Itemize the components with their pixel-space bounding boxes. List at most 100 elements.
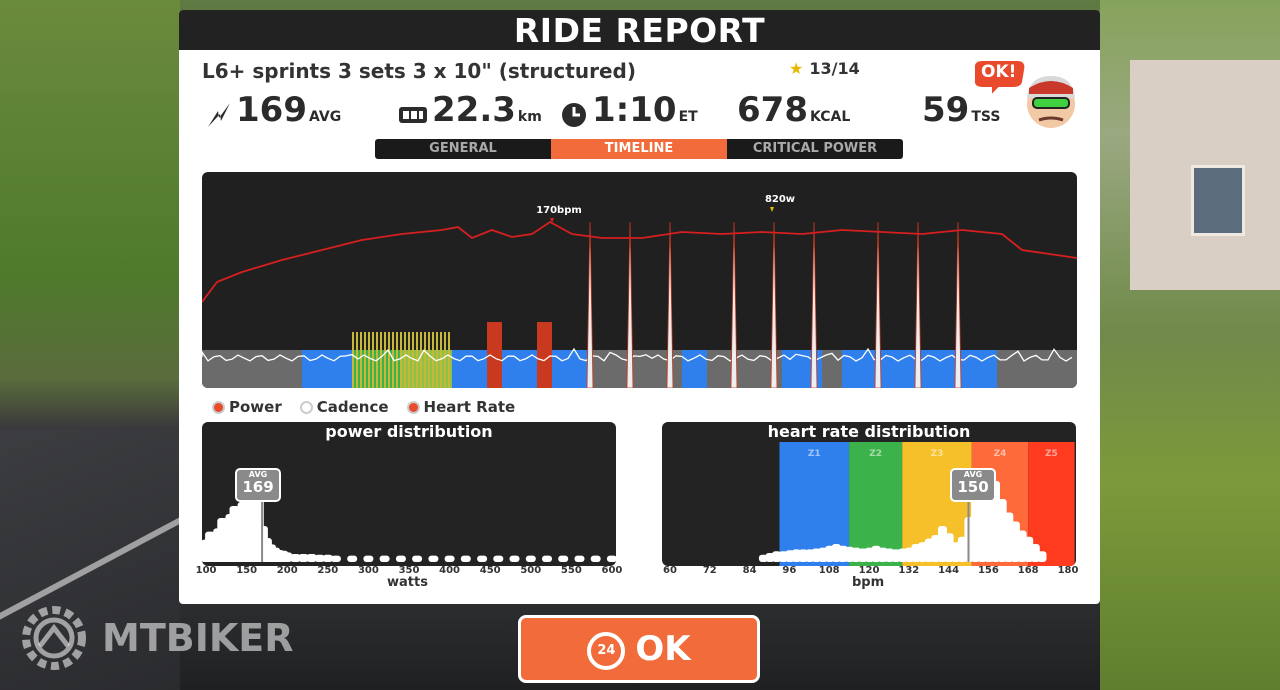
power-distribution-title: power distribution xyxy=(325,422,493,441)
clock-icon xyxy=(560,101,588,133)
timeline-stripe xyxy=(440,332,442,388)
power-dist-bar xyxy=(542,555,552,562)
stat-time: 1:10 ET xyxy=(560,90,698,133)
legend-power-dot xyxy=(212,401,225,414)
timeline-stripe xyxy=(360,332,362,388)
hr-tick-label: 108 xyxy=(818,565,840,576)
tab-timeline[interactable]: TIMELINE xyxy=(551,139,727,159)
heart-rate-line xyxy=(202,220,1077,303)
mascot-avatar: OK! xyxy=(969,58,1089,138)
power-tick-label: 450 xyxy=(479,565,501,576)
timeline-band xyxy=(402,350,452,388)
legend-heart-rate-label: Heart Rate xyxy=(423,398,516,416)
hr-zone-label: Z5 xyxy=(1045,449,1058,459)
tab-critical-power[interactable]: CRITICAL POWER xyxy=(752,141,878,156)
timeline-stripe xyxy=(404,332,406,388)
timeline-stripe xyxy=(380,332,382,388)
power-dist-bar xyxy=(298,554,309,562)
power-dist-bar xyxy=(509,555,520,562)
ok-button-label: OK xyxy=(635,629,691,669)
legend-heart-rate[interactable]: Heart Rate xyxy=(406,398,516,416)
ok-button[interactable]: 24 OK xyxy=(518,615,760,683)
stat-power-unit: AVG xyxy=(308,109,342,125)
power-tick-label: 200 xyxy=(276,565,298,576)
timeline-stripe xyxy=(428,332,430,388)
power-avg-value: 169 xyxy=(242,478,274,496)
power-dist-bar xyxy=(314,554,325,562)
power-dist-bar xyxy=(330,555,341,562)
rating-value: 13/14 xyxy=(809,59,860,78)
tab-general[interactable]: GENERAL xyxy=(429,141,497,156)
hr-peak-label: 170bpm xyxy=(536,205,582,216)
stat-distance-value: 22.3 xyxy=(432,90,516,130)
hr-tick-label: 156 xyxy=(977,565,999,576)
hr-peak-marker xyxy=(550,218,554,223)
power-dist-bar xyxy=(412,555,423,562)
stat-distance: 22.3 km xyxy=(398,90,542,130)
hr-distribution-title: heart rate distribution xyxy=(767,422,971,441)
legend-cadence[interactable]: Cadence xyxy=(299,398,389,416)
stat-calories-unit: KCAL xyxy=(809,109,851,125)
power-dist-bar xyxy=(347,555,358,562)
timeline-stripe xyxy=(388,332,390,388)
timeline-stripe xyxy=(356,332,358,388)
stat-time-value: 1:10 xyxy=(592,90,677,130)
timeline-stripe xyxy=(368,332,370,388)
watermark-text: MTBIKER xyxy=(102,616,294,660)
timeline-stripe xyxy=(420,332,422,388)
stat-calories-value: 678 xyxy=(737,90,808,130)
sprint-spike xyxy=(770,221,778,388)
stat-calories: 678 KCAL xyxy=(737,90,850,130)
report-title: RIDE REPORT xyxy=(179,10,1100,50)
mtbiker-watermark: MTBIKER xyxy=(16,600,294,676)
power-tick-label: 250 xyxy=(317,565,339,576)
hr-avg-value: 150 xyxy=(957,478,989,496)
sprint-spikes xyxy=(586,221,962,388)
timeline-stripe xyxy=(432,332,434,388)
hr-zone-label: Z3 xyxy=(931,449,944,459)
sprint-spike xyxy=(666,221,674,388)
timeline-stripe xyxy=(364,332,366,388)
power-dist-bar xyxy=(444,555,455,562)
star-icon: ★ xyxy=(789,59,804,78)
hr-avg-label: AVG xyxy=(963,470,983,479)
workout-name: L6+ sprints 3 sets 3 x 10" (structured) xyxy=(202,59,636,83)
power-tick-label: 100 xyxy=(195,565,217,576)
stat-tss: 59 TSS xyxy=(922,90,1000,130)
power-dist-bar xyxy=(428,555,439,562)
power-distribution-xlabel: watts xyxy=(387,575,428,590)
power-tick-label: 300 xyxy=(357,565,379,576)
cadence-line xyxy=(202,347,1073,362)
stat-time-unit: ET xyxy=(678,109,698,125)
odometer-icon xyxy=(398,104,428,130)
power-dist-bar xyxy=(558,555,569,562)
power-tick-label: 400 xyxy=(439,565,461,576)
report-tabs: GENERAL TIMELINE CRITICAL POWER xyxy=(375,139,903,159)
power-dist-bar xyxy=(379,555,390,562)
hr-zone-band xyxy=(849,442,903,566)
power-peak-label: 820w xyxy=(765,194,795,205)
power-dist-bar xyxy=(590,555,601,562)
hr-distribution-svg: Z1 Z2 Z3 Z4 Z5 xyxy=(758,442,1075,566)
rating: ★ 13/14 xyxy=(789,59,860,78)
chart-legend: Power Cadence Heart Rate xyxy=(212,398,515,416)
timeline-stripe xyxy=(412,332,414,388)
gear-icon xyxy=(22,606,86,670)
mascot-ok-badge: OK! xyxy=(981,62,1017,82)
timeline-chart-svg: 170bpm 820w xyxy=(202,194,1077,388)
timeline-stripe xyxy=(444,332,446,388)
timeline-stripe xyxy=(424,332,426,388)
legend-cadence-label: Cadence xyxy=(316,398,389,416)
timeline-stripe xyxy=(400,332,402,388)
legend-power-label: Power xyxy=(229,398,282,416)
timeline-bands xyxy=(202,322,1077,388)
power-dist-bar xyxy=(282,552,293,562)
hr-zone-label: Z4 xyxy=(994,449,1007,459)
hr-tick-label: 180 xyxy=(1057,565,1079,576)
timeline-chart: 170bpm 820w xyxy=(202,172,1077,388)
power-dist-bar xyxy=(493,555,504,562)
stat-tss-value: 59 xyxy=(922,90,970,130)
hr-avg-badge: AVG 150 xyxy=(950,468,996,502)
hr-tick-label: 144 xyxy=(938,565,960,576)
legend-power[interactable]: Power xyxy=(212,398,282,416)
